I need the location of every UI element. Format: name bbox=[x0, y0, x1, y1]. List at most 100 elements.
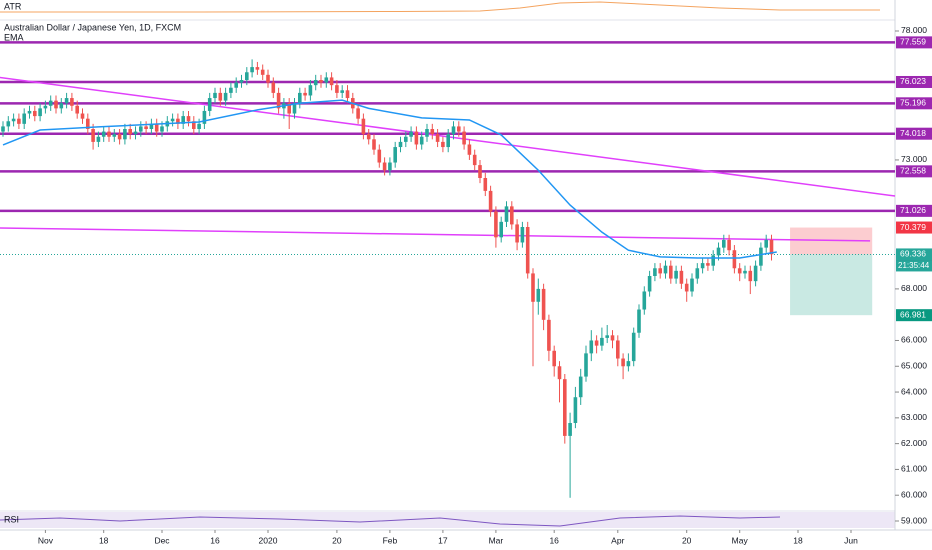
candle-body bbox=[38, 108, 42, 117]
candle-body bbox=[298, 92, 302, 104]
candle-body bbox=[727, 239, 731, 251]
candle-body bbox=[303, 92, 307, 96]
candle-body bbox=[578, 376, 583, 398]
candle-body bbox=[144, 126, 148, 129]
candle-body bbox=[59, 103, 64, 109]
candle-body bbox=[54, 100, 58, 109]
x-tick-label: Nov bbox=[38, 535, 54, 545]
candle-body bbox=[637, 309, 641, 333]
candle-body bbox=[653, 268, 657, 276]
candle-body bbox=[435, 134, 440, 142]
x-tick-label: 16 bbox=[210, 535, 220, 545]
candle-body bbox=[340, 90, 344, 93]
candle-body bbox=[234, 82, 238, 88]
candle-body bbox=[128, 128, 132, 135]
indicator-label: RSI bbox=[4, 514, 19, 524]
candle-body bbox=[75, 105, 79, 114]
x-tick-label: Dec bbox=[154, 535, 170, 545]
candle-body bbox=[107, 131, 111, 137]
indicator-label: ATR bbox=[4, 1, 22, 11]
x-tick-label: Jun bbox=[844, 535, 858, 545]
candle-body bbox=[589, 340, 594, 354]
level-label: 72.558 bbox=[900, 166, 926, 176]
candle-body bbox=[631, 332, 636, 362]
candle-body bbox=[716, 247, 721, 256]
candle-body bbox=[170, 118, 175, 122]
candle-body bbox=[398, 141, 403, 148]
price-label: 70.379 bbox=[900, 222, 926, 232]
candle-body bbox=[27, 110, 32, 114]
candle-body bbox=[541, 288, 546, 320]
atr-line bbox=[0, 1, 880, 13]
candle-body bbox=[674, 270, 678, 279]
level-label: 76.023 bbox=[900, 76, 926, 86]
candle-body bbox=[732, 250, 737, 269]
candle-body bbox=[361, 118, 366, 135]
candle-body bbox=[123, 128, 127, 140]
candle-body bbox=[91, 128, 95, 142]
candle-body bbox=[663, 265, 668, 274]
candle-body bbox=[207, 98, 212, 111]
price-label-bg bbox=[896, 248, 932, 261]
candle-body bbox=[425, 128, 429, 137]
x-tick-label: 2020 bbox=[259, 535, 278, 545]
candle-body bbox=[695, 268, 700, 279]
x-tick-label: Mar bbox=[489, 535, 504, 545]
candle-body bbox=[499, 221, 503, 238]
y-tick-label: 61.000 bbox=[901, 464, 927, 474]
candle-body bbox=[700, 263, 705, 269]
candle-body bbox=[753, 265, 758, 282]
level-label: 71.026 bbox=[900, 205, 926, 215]
candle-body bbox=[329, 77, 334, 86]
candle-body bbox=[218, 92, 223, 101]
candle-body bbox=[557, 366, 562, 380]
x-tick-label: Feb bbox=[383, 535, 398, 545]
candle-body bbox=[80, 113, 85, 119]
candle-body bbox=[112, 134, 117, 137]
candle-body bbox=[11, 118, 16, 122]
x-tick-label: Apr bbox=[611, 535, 624, 545]
countdown-bg bbox=[896, 260, 932, 272]
y-tick-label: 68.000 bbox=[901, 283, 927, 293]
chart-title: Australian Dollar / Japanese Yen, 1D, FX… bbox=[4, 22, 181, 32]
candle-body bbox=[409, 131, 413, 137]
candle-body bbox=[504, 206, 509, 222]
level-label-bg bbox=[896, 97, 932, 110]
candle-body bbox=[494, 211, 498, 238]
candle-body bbox=[600, 337, 604, 346]
candle-body bbox=[70, 98, 74, 106]
candle-body bbox=[737, 268, 742, 274]
y-tick-label: 62.000 bbox=[901, 438, 927, 448]
candle-body bbox=[101, 131, 106, 137]
y-tick-label: 73.000 bbox=[901, 154, 927, 164]
y-tick-label: 63.000 bbox=[901, 412, 927, 422]
candle-body bbox=[271, 82, 276, 93]
candle-body bbox=[287, 103, 291, 114]
candle-body bbox=[472, 154, 477, 166]
candle-body bbox=[255, 67, 260, 70]
candle-body bbox=[419, 136, 424, 145]
level-label-bg bbox=[896, 75, 932, 88]
candle-body bbox=[154, 123, 159, 132]
candle-body bbox=[690, 278, 694, 292]
candle-body bbox=[176, 118, 180, 124]
candle-body bbox=[684, 283, 689, 292]
candle-body bbox=[345, 90, 350, 99]
candle-body bbox=[229, 87, 233, 93]
candle-body bbox=[43, 105, 48, 109]
x-tick-label: 20 bbox=[682, 535, 692, 545]
candle-body bbox=[647, 275, 652, 292]
candle-body bbox=[483, 177, 488, 191]
candle-body bbox=[584, 353, 588, 377]
candle-body bbox=[186, 116, 191, 122]
candle-body bbox=[616, 340, 620, 359]
y-tick-label: 65.000 bbox=[901, 361, 927, 371]
candle-body bbox=[149, 123, 154, 129]
y-tick-label: 64.000 bbox=[901, 386, 927, 396]
candle-body bbox=[764, 239, 768, 248]
candle-body bbox=[510, 206, 514, 225]
candle-body bbox=[520, 226, 525, 243]
level-label: 74.018 bbox=[900, 128, 926, 138]
